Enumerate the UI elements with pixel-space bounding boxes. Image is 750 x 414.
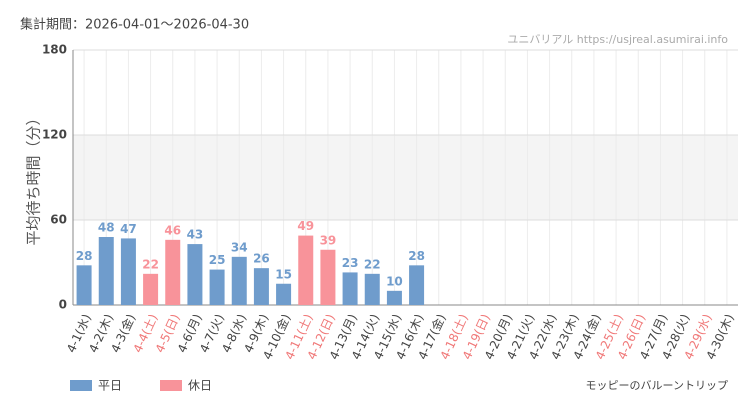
bar bbox=[276, 283, 292, 305]
bar bbox=[209, 269, 225, 305]
bar bbox=[298, 235, 314, 305]
watermark: ユニバリアル https://usjreal.asumirai.info bbox=[507, 33, 728, 46]
bar bbox=[120, 238, 136, 305]
data-label: 46 bbox=[164, 223, 181, 237]
data-label: 28 bbox=[76, 249, 93, 263]
bar bbox=[409, 265, 425, 305]
bar bbox=[320, 249, 336, 305]
data-label: 34 bbox=[231, 240, 248, 254]
data-label: 48 bbox=[98, 221, 115, 235]
bar bbox=[187, 244, 203, 305]
legend-swatch bbox=[160, 380, 182, 391]
bar bbox=[253, 268, 269, 305]
data-label: 28 bbox=[408, 249, 425, 263]
shaded-band bbox=[73, 135, 738, 220]
legend-label: 休日 bbox=[188, 379, 212, 393]
data-label: 22 bbox=[142, 257, 159, 271]
bar bbox=[386, 290, 402, 305]
footer: モッピーのバルーントリップ bbox=[586, 379, 728, 392]
bar bbox=[231, 256, 247, 305]
y-tick-label: 60 bbox=[50, 213, 67, 227]
bar bbox=[143, 273, 159, 305]
bar bbox=[76, 265, 92, 305]
legend-swatch bbox=[70, 380, 92, 391]
data-label: 26 bbox=[253, 252, 270, 266]
y-tick-label: 0 bbox=[59, 298, 67, 312]
y-tick-label: 180 bbox=[42, 43, 67, 57]
data-label: 43 bbox=[187, 228, 204, 242]
data-label: 10 bbox=[386, 274, 403, 288]
bar bbox=[342, 272, 358, 305]
data-label: 23 bbox=[342, 256, 359, 270]
y-tick-label: 120 bbox=[42, 128, 67, 142]
header: 集計期間：2026-04-01～2026-04-30 bbox=[20, 17, 249, 33]
data-label: 49 bbox=[297, 219, 314, 233]
bar bbox=[165, 239, 181, 305]
data-label: 15 bbox=[275, 267, 292, 281]
y-axis-title: 平均待ち時間（分） bbox=[25, 110, 43, 245]
bar bbox=[364, 273, 380, 305]
data-label: 25 bbox=[209, 253, 226, 267]
bar bbox=[98, 237, 114, 305]
legend-label: 平日 bbox=[98, 379, 122, 393]
data-label: 22 bbox=[364, 257, 381, 271]
data-label: 47 bbox=[120, 222, 137, 236]
data-label: 39 bbox=[320, 233, 337, 247]
